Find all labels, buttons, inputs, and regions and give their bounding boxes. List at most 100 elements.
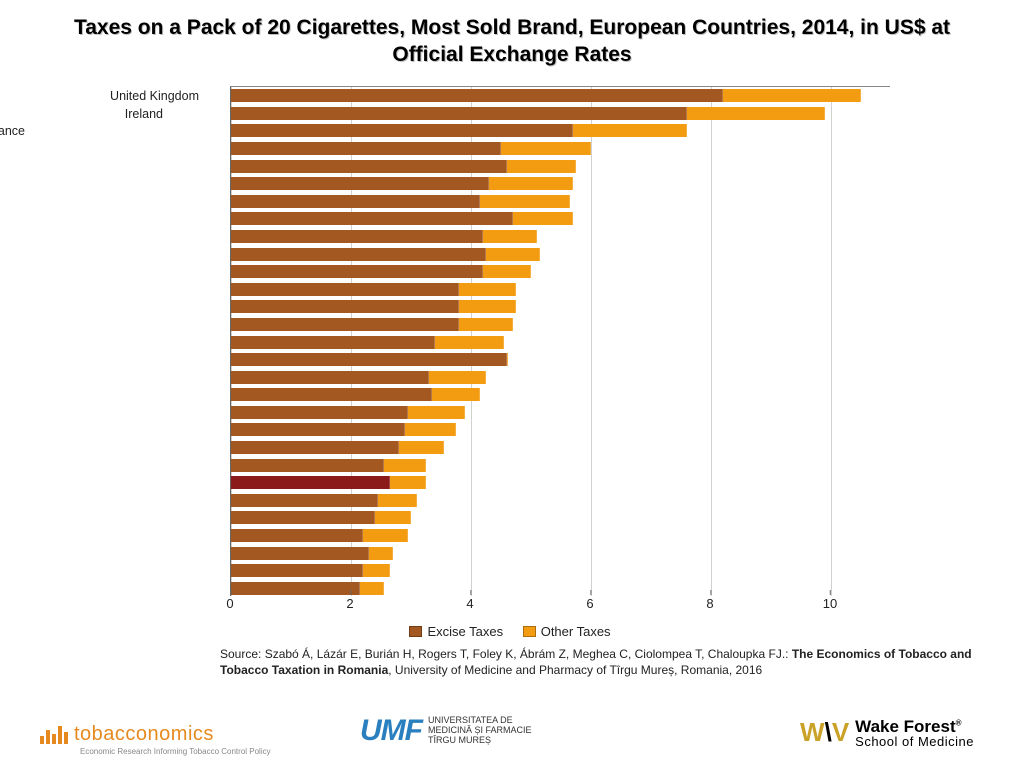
bar-excise bbox=[231, 265, 483, 278]
bar-other bbox=[507, 353, 508, 366]
bar-other bbox=[489, 177, 573, 190]
x-tick: 6 bbox=[586, 596, 593, 611]
umf-main: UMF bbox=[360, 714, 422, 748]
bar-row: United Kingdom bbox=[231, 89, 861, 102]
bar-excise bbox=[231, 476, 390, 489]
x-tick: 10 bbox=[823, 596, 837, 611]
country-label: Ireland bbox=[23, 107, 163, 121]
umf-lines: UNIVERSITATEA DE MEDICINĂ ȘI FARMACIE TÎ… bbox=[428, 716, 532, 746]
bar-row: Czech Republic bbox=[231, 564, 390, 577]
bar-excise bbox=[231, 459, 384, 472]
source-citation: Source: Szabó Á, Lázár E, Burián H, Roge… bbox=[220, 647, 984, 678]
bar-other bbox=[573, 124, 687, 137]
bar-excise bbox=[231, 582, 360, 595]
bar-excise bbox=[231, 529, 363, 542]
bar-row: Malta bbox=[231, 300, 516, 313]
bar-excise bbox=[231, 371, 429, 384]
plot-area: United KingdomIrelandFranceNetherlandsFi… bbox=[230, 86, 890, 596]
bar-excise bbox=[231, 248, 486, 261]
bars-layer: United KingdomIrelandFranceNetherlandsFi… bbox=[231, 87, 890, 596]
bar-other bbox=[408, 406, 465, 419]
bar-other bbox=[378, 494, 417, 507]
bar-other bbox=[723, 89, 861, 102]
bar-excise bbox=[231, 107, 687, 120]
bar-other bbox=[375, 511, 411, 524]
bar-other bbox=[399, 441, 444, 454]
bar-row: Poland bbox=[231, 441, 444, 454]
bar-row: Sweden bbox=[231, 195, 570, 208]
bar-row: Spain bbox=[231, 248, 540, 261]
bar-other bbox=[369, 547, 393, 560]
x-axis: 0246810 bbox=[230, 596, 890, 626]
bar-other bbox=[360, 582, 384, 595]
bar-row: Portugal bbox=[231, 336, 504, 349]
bar-other bbox=[432, 388, 480, 401]
bar-excise bbox=[231, 547, 369, 560]
bar-other bbox=[486, 248, 540, 261]
bars-icon bbox=[40, 726, 68, 744]
bar-row: San Marino bbox=[231, 353, 508, 366]
bar-other bbox=[501, 142, 591, 155]
bar-other bbox=[483, 230, 537, 243]
bar-row: Lithuania bbox=[231, 547, 393, 560]
chart-container: United KingdomIrelandFranceNetherlandsFi… bbox=[100, 76, 920, 636]
legend-item-excise: Excise Taxes bbox=[409, 624, 503, 639]
logo-wakeforest: W\V Wake Forest® School of Medicine bbox=[800, 717, 974, 748]
wf-mark-icon: W\V bbox=[800, 717, 849, 748]
bar-excise bbox=[231, 353, 507, 366]
bar-row: Italy bbox=[231, 265, 531, 278]
bar-other bbox=[405, 423, 456, 436]
bar-row: Cyprus bbox=[231, 388, 480, 401]
x-tick: 0 bbox=[226, 596, 233, 611]
bar-other bbox=[429, 371, 486, 384]
bar-row: Greece bbox=[231, 371, 486, 384]
bar-excise bbox=[231, 89, 723, 102]
bar-other bbox=[459, 318, 513, 331]
bar-excise bbox=[231, 564, 363, 577]
bar-row: Germany bbox=[231, 230, 537, 243]
logo-tobacconomics: tobacconomics Economic Research Informin… bbox=[40, 723, 214, 746]
bar-row: Bulgaria bbox=[231, 582, 384, 595]
bar-row: Hungary bbox=[231, 459, 426, 472]
wf-text: Wake Forest® School of Medicine bbox=[855, 718, 974, 748]
bar-other bbox=[390, 476, 426, 489]
legend-item-other: Other Taxes bbox=[523, 624, 611, 639]
bar-excise bbox=[231, 423, 405, 436]
bar-row: Finland bbox=[231, 160, 576, 173]
bar-other bbox=[687, 107, 825, 120]
bar-row: Estonia bbox=[231, 423, 456, 436]
bar-other bbox=[363, 529, 408, 542]
bar-excise bbox=[231, 318, 459, 331]
bar-other bbox=[480, 195, 570, 208]
tobacconomics-tagline: Economic Research Informing Tobacco Cont… bbox=[80, 747, 271, 756]
bar-excise bbox=[231, 283, 459, 296]
bar-row: Slovakia bbox=[231, 494, 417, 507]
legend-label-other: Other Taxes bbox=[541, 624, 611, 639]
bar-excise bbox=[231, 124, 573, 137]
country-label: United Kingdom bbox=[59, 89, 199, 103]
bar-excise bbox=[231, 494, 378, 507]
bar-row: Slovenia bbox=[231, 406, 465, 419]
chart-title: Taxes on a Pack of 20 Cigarettes, Most S… bbox=[0, 0, 1024, 75]
bar-other bbox=[363, 564, 390, 577]
bar-row: Denmark bbox=[231, 177, 573, 190]
x-tick: 4 bbox=[466, 596, 473, 611]
bar-excise bbox=[231, 195, 480, 208]
bar-excise bbox=[231, 511, 375, 524]
country-label: France bbox=[0, 124, 25, 138]
tobacconomics-text: tobacconomics bbox=[74, 723, 214, 746]
bar-row: Luxembourg bbox=[231, 318, 513, 331]
bar-other bbox=[483, 265, 531, 278]
x-tick: 2 bbox=[346, 596, 353, 611]
bar-other bbox=[459, 283, 516, 296]
bar-row: Belgium bbox=[231, 212, 573, 225]
bar-excise bbox=[231, 177, 489, 190]
bar-row: Latvia bbox=[231, 511, 411, 524]
bar-excise bbox=[231, 336, 435, 349]
bar-excise bbox=[231, 230, 483, 243]
bar-other bbox=[507, 160, 576, 173]
bar-row: Austria bbox=[231, 283, 516, 296]
source-prefix: Source: Szabó Á, Lázár E, Burián H, Roge… bbox=[220, 647, 792, 661]
legend: Excise Taxes Other Taxes bbox=[100, 624, 920, 640]
bar-row: Netherlands bbox=[231, 142, 591, 155]
